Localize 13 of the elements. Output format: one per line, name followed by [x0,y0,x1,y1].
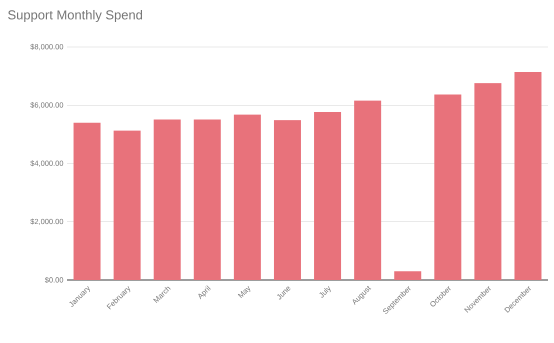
bar [434,94,462,280]
bar [74,122,101,280]
chart-title: Support Monthly Spend [8,10,142,22]
bar [274,120,301,280]
bar [514,72,542,280]
bar [194,120,221,280]
bar [354,100,382,280]
bar [234,114,261,280]
bar [314,112,342,280]
bar [474,83,502,280]
bar [394,271,422,280]
bar [154,120,181,280]
bar [114,130,141,280]
